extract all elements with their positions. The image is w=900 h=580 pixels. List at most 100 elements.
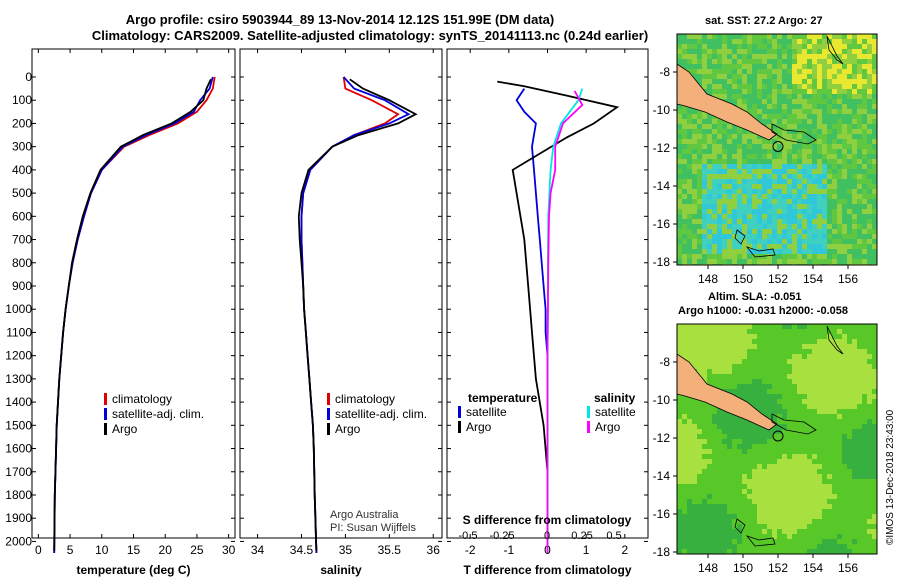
map-cell bbox=[742, 469, 748, 475]
map-cell bbox=[852, 449, 858, 455]
map-cell bbox=[677, 174, 683, 180]
map-cell bbox=[787, 364, 793, 370]
map-cell bbox=[707, 489, 713, 495]
map-cell bbox=[677, 479, 683, 485]
map-cell bbox=[842, 419, 848, 425]
map-cell bbox=[752, 89, 758, 95]
map-cell bbox=[782, 509, 788, 515]
map-cell bbox=[712, 454, 718, 460]
map-cell bbox=[772, 64, 778, 70]
map-cell bbox=[692, 114, 698, 120]
map-cell bbox=[717, 59, 723, 65]
map-cell bbox=[757, 109, 763, 115]
map-cell bbox=[817, 484, 823, 490]
map-cell bbox=[752, 474, 758, 480]
map-cell bbox=[842, 74, 848, 80]
map-cell bbox=[767, 89, 773, 95]
map-cell bbox=[837, 509, 843, 515]
map-cell bbox=[802, 74, 808, 80]
map-cell bbox=[732, 204, 738, 210]
map-cell bbox=[852, 469, 858, 475]
map-cell bbox=[717, 424, 723, 430]
map-cell bbox=[802, 339, 808, 345]
map-cell bbox=[862, 159, 868, 165]
map-cell bbox=[762, 494, 768, 500]
map-cell bbox=[787, 44, 793, 50]
map-cell bbox=[837, 424, 843, 430]
map-cell bbox=[687, 329, 693, 335]
map-cell bbox=[862, 154, 868, 160]
map-cell bbox=[727, 329, 733, 335]
map-cell bbox=[762, 154, 768, 160]
map-cell bbox=[787, 504, 793, 510]
map-cell bbox=[692, 184, 698, 190]
map-cell bbox=[737, 84, 743, 90]
map-cell bbox=[802, 484, 808, 490]
map-cell bbox=[757, 339, 763, 345]
map-cell bbox=[837, 514, 843, 520]
map-cell bbox=[862, 104, 868, 110]
map-cell bbox=[757, 494, 763, 500]
map-cell bbox=[762, 44, 768, 50]
map-cell bbox=[712, 189, 718, 195]
map-cell bbox=[857, 119, 863, 125]
map-cell bbox=[837, 44, 843, 50]
map-cell bbox=[772, 34, 778, 40]
map-cell bbox=[837, 154, 843, 160]
map-cell bbox=[722, 169, 728, 175]
map-cell bbox=[772, 524, 778, 530]
map-cell bbox=[872, 384, 877, 390]
map-cell bbox=[872, 479, 877, 485]
map-cell bbox=[837, 124, 843, 130]
map-cell bbox=[872, 449, 877, 455]
map-cell bbox=[732, 74, 738, 80]
map-cell bbox=[762, 169, 768, 175]
map-cell bbox=[707, 539, 713, 545]
map-cell bbox=[767, 229, 773, 235]
map-cell bbox=[787, 64, 793, 70]
map-cell bbox=[767, 449, 773, 455]
map-cell bbox=[847, 109, 853, 115]
map-cell bbox=[787, 464, 793, 470]
map-cell bbox=[712, 64, 718, 70]
map-cell bbox=[817, 509, 823, 515]
map-cell bbox=[822, 64, 828, 70]
map-cell bbox=[737, 139, 743, 145]
map-cell bbox=[752, 499, 758, 505]
map-cell bbox=[792, 249, 798, 255]
map-cell bbox=[852, 114, 858, 120]
map-cell bbox=[777, 194, 783, 200]
map-cell bbox=[802, 214, 808, 220]
map-cell bbox=[732, 254, 738, 260]
map-cell bbox=[742, 519, 748, 525]
legend-label: Argo bbox=[112, 422, 138, 436]
map-cell bbox=[817, 219, 823, 225]
map-cell bbox=[677, 254, 683, 260]
map-cell bbox=[732, 389, 738, 395]
map-cell bbox=[717, 239, 723, 245]
salinity-panel: 34 34.5 35 35.5 36salinityclimatologysatelli… bbox=[239, 48, 443, 577]
map-cell bbox=[702, 234, 708, 240]
legend-label: satellite-adj. clim. bbox=[335, 407, 427, 421]
map-cell bbox=[787, 539, 793, 545]
map-cell bbox=[777, 124, 783, 130]
map-cell bbox=[702, 324, 708, 330]
lat-tick-label: -12 bbox=[653, 431, 671, 445]
map-cell bbox=[827, 124, 833, 130]
map-cell bbox=[832, 529, 838, 535]
map-cell bbox=[802, 429, 808, 435]
map-cell bbox=[732, 169, 738, 175]
map-cell bbox=[857, 69, 863, 75]
map-cell bbox=[727, 454, 733, 460]
map-cell bbox=[842, 164, 848, 170]
map-cell bbox=[832, 149, 838, 155]
map-cell bbox=[767, 259, 773, 265]
map-cell bbox=[772, 74, 778, 80]
map-cell bbox=[712, 429, 718, 435]
map-cell bbox=[777, 254, 783, 260]
map-cell bbox=[712, 209, 718, 215]
map-cell bbox=[797, 184, 803, 190]
map-cell bbox=[862, 389, 868, 395]
map-cell bbox=[822, 429, 828, 435]
map-cell bbox=[702, 154, 708, 160]
